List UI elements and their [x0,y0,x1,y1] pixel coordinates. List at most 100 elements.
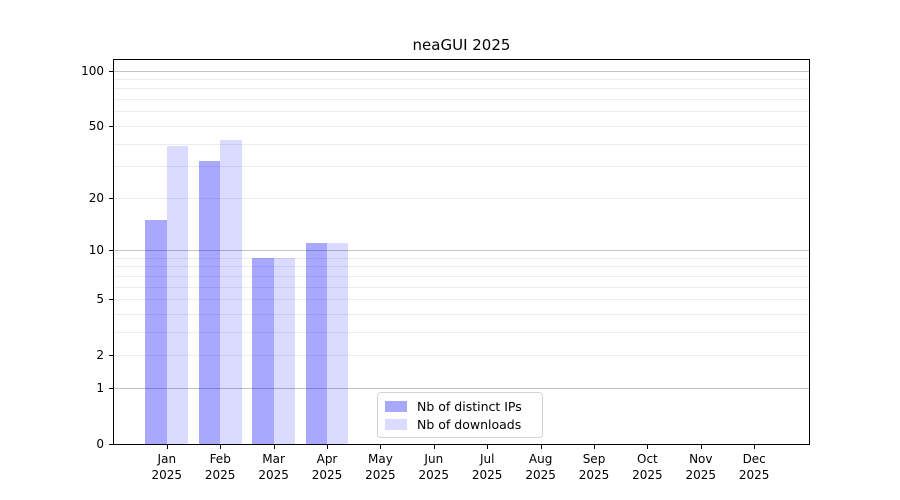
x-tick-mark [380,445,382,449]
x-tick-mark [647,445,649,449]
x-tick-month: Oct [637,452,658,466]
minor-gridline [114,111,809,113]
x-tick-label: Jan 2025 [135,451,199,483]
legend-entry-downloads: Nb of downloads [385,417,535,432]
x-tick-mark [487,445,489,449]
minor-gridline [114,266,809,268]
x-tick-mark [327,445,328,449]
x-tick-label: Dec 2025 [722,451,786,483]
x-tick-mark [166,445,168,449]
minor-gridline [114,286,809,288]
plot-area [113,59,810,445]
x-tick-month: Feb [209,452,231,466]
x-tick-year: 2025 [738,468,770,482]
x-tick-label: Apr 2025 [295,451,359,483]
x-tick-year: 2025 [204,468,236,482]
x-tick-year: 2025 [471,468,503,482]
x-tick-month: May [367,452,393,466]
minor-gridline [114,355,809,357]
x-tick-year: 2025 [525,468,556,482]
x-tick-mark [540,445,542,449]
minor-gridline [114,313,809,315]
x-tick-month: Jul [479,452,495,466]
bar-distinct-ips [305,242,327,444]
y-tick-mark [109,299,113,300]
y-tick-mark [109,197,113,199]
x-tick-year: 2025 [311,468,343,482]
x-tick-month: Dec [742,452,766,466]
x-tick-label: Jul 2025 [455,451,519,483]
y-tick-label: 10 [88,242,104,257]
minor-gridline [114,166,809,168]
bar-downloads [327,242,349,444]
x-tick-year: 2025 [258,468,289,482]
x-tick-label: May 2025 [348,451,412,483]
x-tick-month: Jun [424,452,444,466]
legend-swatch-distinct-ips [385,400,407,412]
minor-gridline [114,88,809,90]
minor-gridline [114,275,809,277]
x-tick-month: Jan [157,452,177,466]
y-tick-mark [109,70,113,72]
x-tick-label: Sep 2025 [562,451,626,483]
bar-distinct-ips [198,161,221,444]
x-tick-year: 2025 [418,468,450,482]
y-tick-label: 2 [96,348,104,363]
minor-gridline [114,257,809,259]
x-tick-label: Feb 2025 [188,451,252,483]
y-tick-mark [109,249,113,251]
minor-gridline [114,99,809,100]
major-gridline [114,249,809,251]
minor-gridline [114,125,809,127]
x-tick-label: Oct 2025 [615,451,679,483]
bar-downloads [166,145,189,444]
x-tick-year: 2025 [151,468,183,482]
x-tick-mark [754,445,756,449]
y-tick-mark [109,125,113,127]
x-tick-mark [220,445,222,449]
legend-swatch-downloads [385,418,407,430]
x-tick-mark [273,445,275,449]
x-tick-month: Nov [689,452,713,466]
x-tick-month: Aug [528,452,553,466]
x-tick-mark [433,445,435,449]
bar-distinct-ips [252,257,274,444]
y-tick-label: 0 [96,437,104,451]
bar-downloads [273,257,295,444]
x-tick-month: Sep [582,452,606,466]
y-tick-label: 20 [88,190,104,205]
x-tick-label: Mar 2025 [242,451,306,483]
chart-title: neaGUI 2025 [412,36,511,54]
minor-gridline [114,299,809,300]
x-tick-month: Mar [262,452,285,466]
y-tick-label: 1 [96,380,104,395]
major-gridline [114,387,809,389]
bar-distinct-ips [145,219,167,444]
x-tick-label: Aug 2025 [509,451,573,483]
y-tick-mark [109,444,113,445]
legend-entry-distinct-ips: Nb of distinct IPs [385,399,535,414]
x-tick-month: Apr [316,452,338,466]
y-tick-mark [109,355,113,357]
x-tick-mark [594,445,595,449]
legend-label-distinct-ips: Nb of distinct IPs [417,398,522,414]
minor-gridline [114,143,809,145]
minor-gridline [114,78,809,80]
legend: Nb of distinct IPs Nb of downloads [377,392,543,438]
x-tick-label: Nov 2025 [669,451,733,483]
minor-gridline [114,331,809,333]
legend-label-downloads: Nb of downloads [417,416,522,432]
y-tick-label: 5 [96,292,104,306]
major-gridline [114,70,809,72]
x-tick-year: 2025 [578,468,610,482]
x-tick-year: 2025 [365,468,396,482]
y-tick-label: 100 [81,63,104,78]
minor-gridline [114,197,809,199]
x-tick-label: Jun 2025 [402,451,466,483]
x-tick-mark [700,445,702,449]
y-tick-label: 50 [88,118,104,133]
bar-downloads [220,139,242,444]
x-tick-year: 2025 [632,468,663,482]
x-tick-year: 2025 [685,468,717,482]
